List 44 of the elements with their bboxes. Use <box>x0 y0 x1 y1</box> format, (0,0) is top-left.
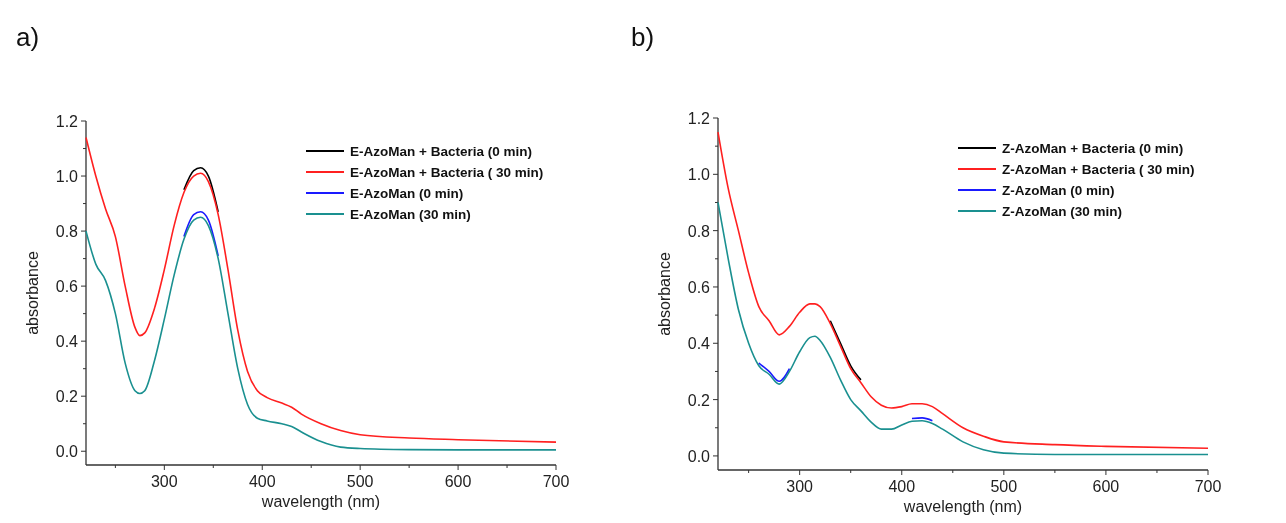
x-tick-label: 400 <box>248 473 276 490</box>
line-series <box>829 319 862 381</box>
y-axis-title: absorbance <box>656 252 673 336</box>
y-tick-label: 0.2 <box>55 388 79 406</box>
y-tick-label: 1.2 <box>55 113 79 130</box>
chart-title: a) <box>16 22 40 52</box>
chart-title: b) <box>631 22 655 52</box>
y-tick-label: 0.2 <box>687 391 711 409</box>
legend-label: E-AzoMan (30 min) <box>350 207 471 222</box>
x-tick-label: 600 <box>1092 478 1120 495</box>
x-tick-label: 700 <box>1194 478 1222 495</box>
line-series <box>85 136 557 443</box>
legend-label: E-AzoMan + Bacteria (0 min) <box>350 144 532 159</box>
legend-label: Z-AzoMan (0 min) <box>1002 183 1115 198</box>
x-tick-label: 700 <box>542 473 570 490</box>
x-tick-label: 500 <box>346 473 374 490</box>
y-tick-label: 0.0 <box>55 443 79 461</box>
line-series <box>717 201 1209 456</box>
legend-label: Z-AzoMan (30 min) <box>1002 204 1122 219</box>
y-tick-label: 0.8 <box>55 223 79 241</box>
y-tick-label: 0.4 <box>55 333 79 351</box>
y-tick-label: 0.4 <box>687 335 711 353</box>
x-tick-label: 600 <box>444 473 472 490</box>
legend-label: E-AzoMan + Bacteria ( 30 min) <box>350 165 544 180</box>
line-series <box>183 211 219 257</box>
x-axis-title: wavelength (nm) <box>902 498 1023 515</box>
x-tick-label: 300 <box>150 473 178 490</box>
y-tick-label: 1.0 <box>687 166 711 184</box>
legend-label: Z-AzoMan + Bacteria (0 min) <box>1002 141 1184 156</box>
line-series <box>717 131 1209 450</box>
legend-label: E-AzoMan (0 min) <box>350 186 464 201</box>
legend-label: Z-AzoMan + Bacteria ( 30 min) <box>1002 162 1195 177</box>
y-tick-label: 0.0 <box>687 447 711 465</box>
y-axis-title: absorbance <box>24 251 41 335</box>
x-tick-label: 500 <box>990 478 1018 495</box>
y-tick-label: 0.6 <box>55 278 79 296</box>
x-axis-title: wavelength (nm) <box>260 493 381 510</box>
y-tick-label: 0.6 <box>687 278 711 296</box>
line-series <box>183 166 219 213</box>
y-tick-label: 1.2 <box>687 110 711 127</box>
x-tick-label: 400 <box>888 478 916 495</box>
y-tick-label: 1.0 <box>55 168 79 186</box>
x-tick-label: 300 <box>786 478 814 495</box>
y-tick-label: 0.8 <box>687 222 711 240</box>
